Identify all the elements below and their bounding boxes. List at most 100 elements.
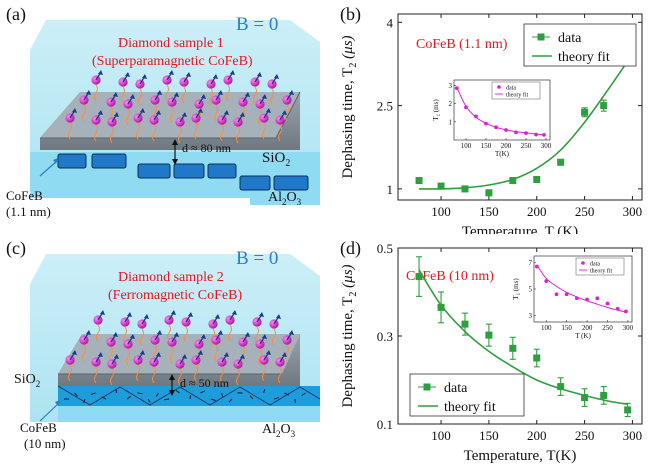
nv-spin-arrowhead (127, 312, 132, 317)
nv-center (149, 110, 161, 142)
nv-center (217, 352, 229, 384)
nv-spin-arrowhead (245, 92, 250, 97)
substrate-label-c: Al2O3 (262, 422, 296, 439)
legend-data-marker (423, 383, 431, 391)
nv-trail (123, 326, 127, 344)
data-point (557, 158, 565, 166)
nv-trail (167, 324, 171, 342)
nv-spin-arrowhead (114, 112, 119, 117)
nv-trail (68, 122, 72, 140)
nv-center (65, 350, 77, 382)
nv-center (252, 312, 264, 344)
inset-data-point (605, 301, 610, 306)
panel-c-illustration (30, 254, 321, 422)
inset-legend-fit-label: theory fit (506, 92, 528, 99)
nv-spin-arrowhead (276, 314, 281, 319)
nv-trail (236, 368, 240, 386)
domain-arrow (90, 392, 96, 395)
nv-center (137, 314, 149, 346)
inset-y-tick-label: 3 (449, 82, 453, 90)
nv-center (223, 70, 235, 102)
inset-data-point (554, 292, 559, 297)
nv-trail (152, 366, 156, 384)
nv-spin-arrowhead (98, 110, 103, 115)
nv-trail (228, 324, 232, 342)
material-annotation: CoFeB (10 nm) (406, 269, 494, 284)
legend-fit-label: theory fit (558, 50, 610, 65)
nv-trail (126, 108, 130, 126)
panel-c: (c) B = 0 Diamond sample 2 (Ferromagneti… (0, 234, 330, 468)
inset-y-axis-label: T1 (ms) (512, 278, 522, 300)
legend-box (523, 23, 637, 67)
nv-spin-arrowhead (169, 70, 174, 75)
x-tick-label: 200 (527, 204, 547, 219)
y-tick-label: 2.5 (377, 99, 393, 114)
inset-data-point (454, 86, 459, 91)
nv-spin-arrowhead (182, 112, 187, 117)
nv-trail (82, 104, 86, 122)
domain-arrow (175, 389, 180, 394)
nv-center (211, 330, 223, 362)
nv-trail (262, 364, 266, 382)
nv-center (123, 334, 135, 366)
nv-center (107, 112, 119, 144)
nv-center (181, 312, 193, 344)
nv-trail (184, 326, 188, 344)
nv-trail (220, 124, 224, 142)
nv-center (217, 110, 229, 142)
nv-spin-arrowhead (262, 334, 267, 339)
legend-data-marker (537, 33, 545, 41)
nv-spin-arrowhead (218, 330, 223, 335)
nv-trail (82, 344, 86, 362)
inset-data-point (514, 130, 518, 135)
nv-trail (136, 364, 140, 382)
data-point (533, 175, 541, 183)
domain-arrow (189, 394, 192, 400)
nv-trail (272, 328, 276, 346)
nv-spin-arrowhead (282, 110, 287, 115)
nv-center (282, 330, 294, 362)
inset-legend-fit-label: theory fit (590, 268, 612, 275)
inset-legend-data-label: data (506, 86, 516, 92)
nv-spin-arrowhead (174, 332, 179, 337)
data-point (581, 108, 589, 116)
inset-x-tick-label: 150 (561, 324, 572, 332)
inset-data-point (484, 121, 488, 126)
x-tick-label: 300 (623, 204, 643, 219)
domain-arrow (249, 395, 254, 400)
nv-center (107, 354, 119, 386)
x-tick-label: 300 (623, 428, 643, 443)
nv-spin-arrowhead (98, 70, 103, 75)
inset-y-tick-label: 7 (529, 259, 533, 267)
x-tick-label: 250 (575, 428, 595, 443)
data-point (415, 177, 423, 185)
nv-spin-arrowhead (257, 72, 262, 77)
domain-arrows (64, 388, 306, 404)
nv-spin-arrowhead (201, 334, 206, 339)
nv-center (259, 350, 271, 382)
nv-center (225, 310, 237, 342)
inset-y-axis-label: T1 (ms) (432, 99, 442, 121)
nv-spin-arrowhead (213, 74, 218, 79)
nv-center (79, 330, 91, 362)
nv-spin-arrowhead (114, 354, 119, 359)
chart-d: 100 150 200 250 300 0.1 0.3 0.5 Temperature, T(K… (340, 241, 643, 464)
inset-data-point (595, 296, 600, 301)
nv-center (123, 94, 135, 126)
nv-spin-arrowhead (232, 310, 237, 315)
inset-data-point (504, 128, 508, 132)
inset-x-tick-label: 250 (602, 324, 613, 332)
nv-trail (178, 368, 182, 386)
nv-trail (194, 364, 198, 382)
nv-trail (278, 366, 282, 384)
nv-trail (94, 366, 98, 384)
nv-center (149, 352, 161, 384)
nv-spin-arrowhead (140, 350, 145, 355)
nv-center (167, 332, 179, 364)
nv-spin-arrowhead (198, 350, 203, 355)
nv-spin-arrowhead (144, 314, 149, 319)
nv-center (269, 314, 281, 346)
inset-fit-line (456, 87, 545, 136)
nv-trail (285, 344, 289, 362)
nv-center (250, 72, 262, 104)
